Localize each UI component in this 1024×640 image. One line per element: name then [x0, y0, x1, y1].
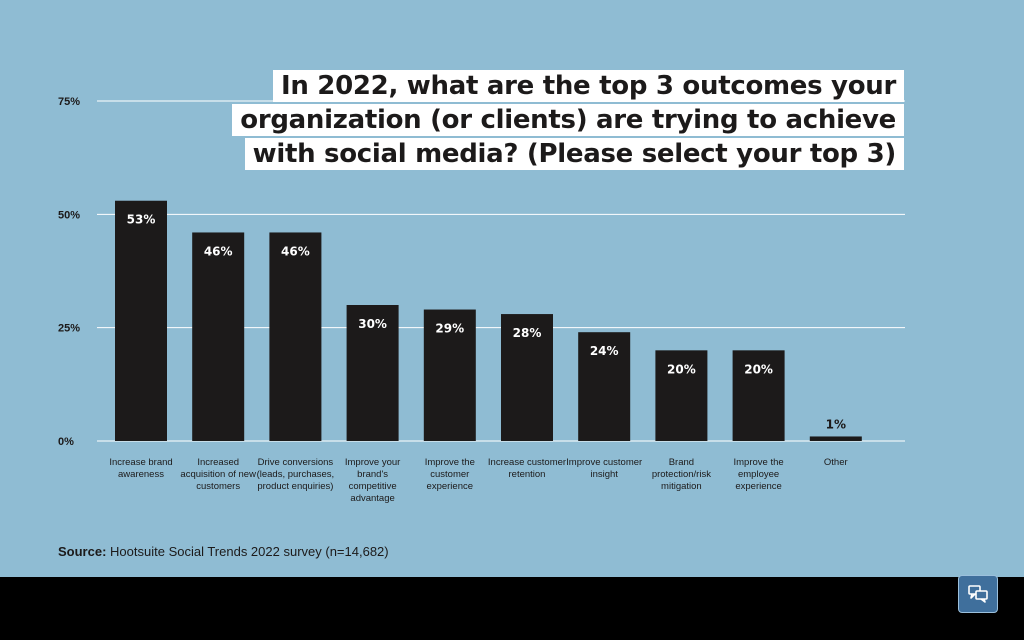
- source-prefix: Source:: [58, 544, 107, 559]
- chart-title-line-3: with social media? (Please select your t…: [244, 138, 904, 170]
- data-label: 46%: [204, 244, 233, 258]
- chart-panel: 0% 25% 50% 75% 53% 46% 46% 30% 29% 28% 24% 20% 20% 1%…: [0, 0, 1024, 577]
- data-label: 46%: [281, 244, 310, 258]
- x-category-label: Drive conversions (leads, purchases, pro…: [256, 457, 335, 492]
- data-label: 28%: [513, 326, 542, 340]
- bar: [115, 200, 167, 441]
- data-label: 30%: [358, 317, 387, 331]
- y-tick-label: 50%: [58, 209, 80, 221]
- data-label: 1%: [826, 417, 846, 431]
- x-category-label: Brand protection/risk mitigation: [651, 457, 711, 492]
- data-label: 20%: [667, 362, 696, 376]
- bar: [732, 350, 785, 441]
- data-label: 24%: [590, 344, 619, 358]
- chat-bubbles-icon: [968, 585, 988, 603]
- data-label: 29%: [435, 322, 464, 336]
- x-category-label: Increased acquisition of new customers: [180, 457, 256, 492]
- source-text: Hootsuite Social Trends 2022 survey (n=1…: [110, 544, 389, 559]
- bottom-bar: [0, 577, 1024, 640]
- bar-chart: 0% 25% 50% 75% 53% 46% 46% 30% 29% 28% 24% 20% 20% 1%: [58, 96, 905, 448]
- chart-title-line-2: organization (or clients) are trying to …: [232, 104, 904, 136]
- y-tick-label: 25%: [58, 323, 80, 335]
- x-category-label: Increase customer retention: [487, 457, 567, 480]
- x-category-label: Increase brand awareness: [109, 457, 173, 480]
- chat-button[interactable]: [958, 575, 998, 613]
- x-category-label: Improve customer insight: [566, 457, 643, 480]
- x-category-label: Improve your brand's competitive advanta…: [344, 457, 401, 504]
- bar: [269, 232, 322, 441]
- data-label: 53%: [127, 213, 156, 227]
- bar: [423, 309, 476, 441]
- source-note: Source: Hootsuite Social Trends 2022 sur…: [58, 544, 389, 559]
- x-category-label: Other: [823, 457, 848, 468]
- y-tick-label: 75%: [58, 96, 80, 108]
- bar: [192, 232, 245, 441]
- bar: [655, 350, 708, 441]
- x-category-label: Improve the customer experience: [424, 457, 475, 492]
- chart-title-line-1: In 2022, what are the top 3 outcomes you…: [272, 70, 904, 102]
- data-label: 20%: [744, 362, 773, 376]
- bar: [501, 314, 553, 441]
- bar: [346, 305, 399, 441]
- x-category-label: Improve the employee experience: [733, 457, 784, 492]
- bar: [809, 436, 862, 441]
- y-tick-label: 0%: [58, 436, 74, 448]
- bar: [578, 332, 631, 441]
